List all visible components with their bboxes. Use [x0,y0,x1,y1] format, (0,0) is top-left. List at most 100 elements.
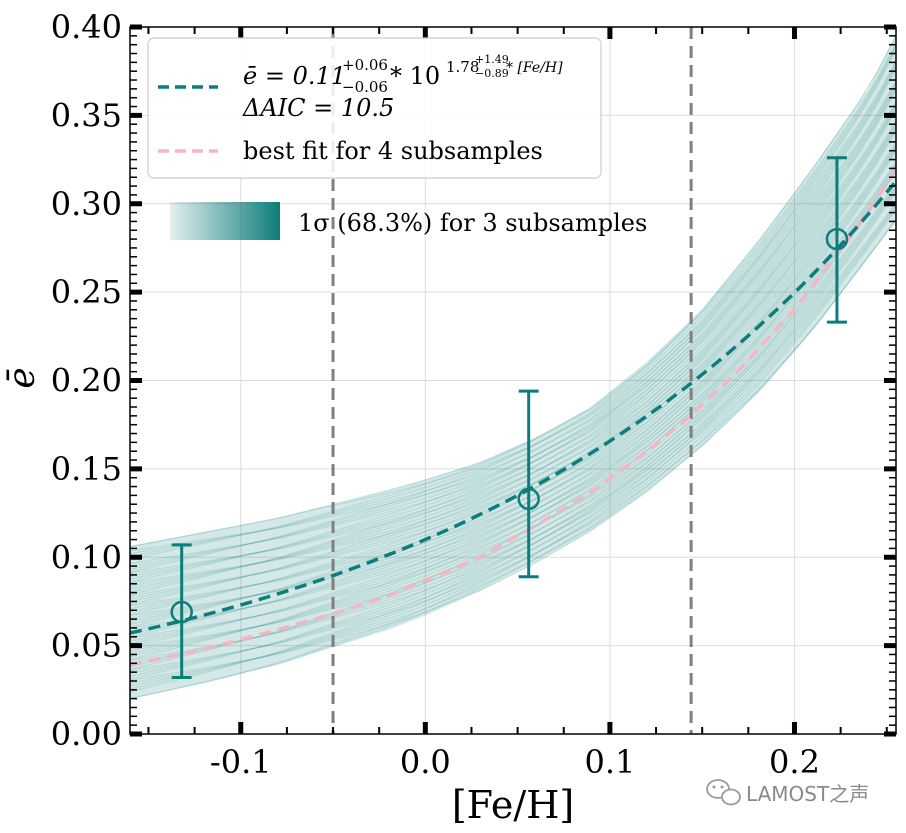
legend: ē = 0.11 +0.06 −0.06 * 10 1.78 +1.49 −0.… [147,37,602,179]
band-sample-curve [130,43,896,548]
band-sample-curve [130,186,896,665]
band-sample-curve [130,169,896,680]
legend-mult-base: * 10 [390,62,440,90]
band-sample-curve [130,184,896,652]
band-sample-curve [130,82,896,565]
data-point [825,156,849,324]
watermark: LAMOST之声 [706,779,869,806]
watermark-text: LAMOST之声 [746,782,869,806]
y-tick-label: 0.15 [51,450,122,488]
band-sample-curve [130,130,896,661]
legend-frame [147,37,602,179]
point-marker [170,600,193,624]
band-sample-curve [130,127,896,635]
band-legend-label: 1σ (68.3%) for 3 subsamples [298,209,647,237]
band-sample-curve [130,101,896,574]
band-sample-curve [130,148,896,658]
band-sample-curve [130,83,896,577]
band-sample-curve [130,35,896,573]
legend-exp-main: 1.78 [446,58,479,76]
y-tick-label: 0.00 [51,715,122,753]
band-sample-curve [130,124,896,610]
band-sample-curve [130,62,896,555]
band-sample-curve [130,44,896,558]
band-sample-curve [130,103,896,587]
band-sample-curve [130,104,896,600]
band-sample-curve [130,64,896,568]
band-sample-curve [130,121,896,584]
band-sample-curve [130,46,896,570]
band-sample-curve [130,65,896,580]
band-sample-curve [130,189,896,690]
data-point [170,543,193,679]
x-tick-label: 0.2 [769,743,820,781]
data-points [170,156,849,679]
band-sample-curve [130,129,896,648]
y-tick-label: 0.30 [51,185,122,223]
band-sample-curve [130,219,896,681]
legend-exp-minus: −0.89 [475,67,509,80]
fit-curves [130,169,896,667]
band-sample-curve [130,35,896,561]
y-tick-label: 0.40 [51,8,122,46]
band-sample-curve [130,190,896,700]
band-sample-curve [130,68,896,606]
legend-aic: ΔAIC = 10.5 [242,94,394,122]
x-tick-label: 0.1 [584,743,635,781]
x-tick-label: 0.0 [400,743,451,781]
best-fit-4-subsamples-curve [130,169,896,667]
y-tick-label: 0.10 [51,538,122,576]
band-legend-swatch [170,202,280,240]
band-sample-curve [130,125,896,622]
band-sample-curve [130,49,896,596]
y-tick-label: 0.35 [51,96,122,134]
band-sample-curve [130,143,896,620]
band-sample-curve [130,142,896,607]
band-sample-curve [130,207,896,687]
legend-amp-plus: +0.06 [342,56,388,74]
fit-3-subsamples-curve [130,179,896,635]
band-fill [130,35,896,699]
band-sample-curve [130,171,896,693]
confidence-band [130,35,896,700]
data-point [517,389,540,579]
band-sample-curve [130,219,896,672]
band-sample-curve [130,109,896,638]
point-marker [825,227,849,251]
band-sample-curve [130,60,896,548]
band-sample-curve [130,88,896,616]
wechat-icon [706,779,741,806]
x-tick-label: -0.1 [210,743,272,781]
band-sample-curve [130,85,896,590]
band-sample-curve [130,107,896,625]
x-axis-label: [Fe/H] [452,783,574,827]
band-sample-curve [130,90,896,628]
legend-exp-suffix: * [Fe/H] [506,60,563,76]
band-sample-curve [130,161,896,617]
band-sample-curve [130,208,896,700]
y-tick-label: 0.25 [51,273,122,311]
legend-fit-formula: ē = 0.11 [243,62,346,90]
band-sample-curve [130,67,896,593]
band-legend: 1σ (68.3%) for 3 subsamples [170,202,647,240]
band-sample-curve [130,80,896,552]
y-tick-label: 0.05 [51,627,122,665]
legend-exp-plus: +1.49 [475,53,509,66]
band-sample-curve [130,147,896,645]
band-sample-curve [130,205,896,674]
band-sample-curve [130,219,896,684]
tick-labels: -0.1 0.0 0.1 0.2 0.00 0.05 0.10 0.15 0.20 0.25 0.3… [51,8,820,781]
band-sample-curve [130,163,896,629]
legend-bestfit-label: best fit for 4 subsamples [243,137,543,165]
y-tick-label: 0.20 [51,362,122,400]
band-sample-curve [130,164,896,642]
band-sample-curve [130,203,896,662]
band-sample-curve [130,182,896,639]
point-marker [517,487,540,511]
axis-ticks [130,24,896,737]
band-sample-curve [130,187,896,677]
band-sample-curve [130,86,896,603]
band-sample-curve [130,47,896,583]
band-sample-curve [130,202,896,649]
